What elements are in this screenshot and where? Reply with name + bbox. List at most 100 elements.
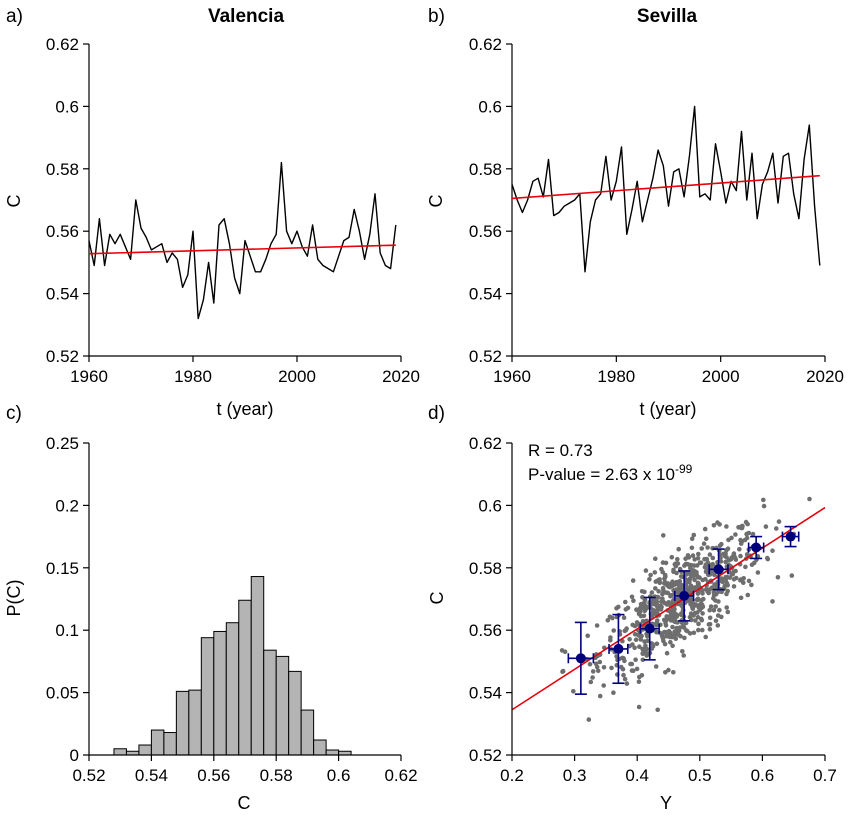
scatter-point — [586, 717, 592, 722]
scatter-point — [649, 590, 655, 595]
scatter-point — [738, 577, 744, 582]
scatter-point — [671, 569, 676, 574]
x-axis-label-c: C — [238, 793, 251, 813]
scatter-point — [654, 601, 660, 607]
scatter-point — [707, 552, 713, 557]
y-axis-label-d: C — [427, 592, 447, 605]
x-tick-label-a: 2000 — [278, 367, 316, 386]
scatter-point — [690, 605, 695, 610]
y-tick-label-b: 0.58 — [469, 160, 502, 179]
scatter-point — [660, 636, 666, 641]
scatter-point — [707, 615, 713, 621]
y-tick-label-a: 0.54 — [46, 285, 79, 304]
scatter-point — [609, 665, 614, 671]
scatter-point — [689, 545, 695, 551]
scatter-point — [711, 590, 717, 595]
scatter-point — [655, 618, 660, 623]
binned-mean-point — [751, 542, 762, 553]
scatter-point — [738, 541, 744, 546]
scatter-point — [761, 497, 766, 503]
scatter-point — [657, 577, 662, 582]
scatter-point — [765, 556, 771, 562]
scatter-point — [654, 641, 660, 647]
scatter-point — [698, 560, 704, 565]
scatter-point — [698, 616, 704, 622]
scatter-point — [663, 670, 668, 675]
histogram-bar — [238, 599, 252, 756]
scatter-point — [611, 628, 616, 633]
scatter-point — [624, 626, 629, 631]
scatter-point — [610, 615, 615, 621]
scatter-point — [700, 577, 705, 583]
scatter-point — [587, 661, 593, 667]
scatter-point — [696, 605, 702, 610]
scatter-point — [743, 519, 749, 525]
binned-mean-point — [644, 623, 655, 634]
scatter-point — [718, 559, 724, 564]
scatter-point — [698, 601, 703, 607]
histogram-bar — [300, 709, 315, 756]
scatter-point — [655, 594, 661, 600]
scatter-point — [725, 588, 730, 594]
scatter-point — [633, 637, 639, 642]
scatter-point — [666, 628, 672, 634]
scatter-point — [704, 556, 710, 562]
histogram-bar — [288, 670, 302, 756]
scatter-point — [716, 599, 721, 604]
scatter-point — [703, 587, 709, 592]
scatter-point — [687, 631, 693, 636]
scatter-point — [664, 614, 669, 619]
scatter-point — [724, 605, 729, 610]
scatter-point — [632, 623, 638, 629]
y-tick-label-c: 0.15 — [46, 559, 79, 578]
scatter-point — [639, 673, 645, 678]
scatter-point — [638, 637, 644, 642]
scatter-point — [659, 566, 664, 572]
scatter-point — [689, 536, 695, 541]
scatter-point — [749, 582, 754, 588]
scatter-point — [670, 643, 675, 649]
scatter-point — [717, 522, 722, 527]
scatter-point — [711, 523, 717, 528]
binned-mean-point — [785, 531, 796, 542]
annotation-p-value: P-value = 2.63 x 10-99 — [528, 462, 693, 484]
trend-line-a — [88, 244, 396, 255]
scatter-point — [670, 624, 675, 630]
scatter-point — [620, 655, 625, 661]
scatter-point — [660, 591, 665, 597]
scatter-point — [746, 578, 752, 584]
y-tick-label-b: 0.62 — [469, 35, 502, 54]
y-tick-label-b: 0.6 — [478, 97, 502, 116]
scatter-point — [719, 614, 724, 620]
scatter-point — [643, 568, 649, 573]
scatter-point — [653, 579, 659, 584]
scatter-point — [807, 496, 812, 502]
scatter-point — [770, 548, 775, 553]
scatter-point — [644, 653, 649, 658]
scatter-point — [664, 650, 670, 656]
y-tick-label-b: 0.54 — [469, 285, 502, 304]
y-tick-label-d: 0.56 — [469, 621, 502, 640]
scatter-point — [749, 562, 755, 567]
scatter-point — [662, 641, 668, 647]
scatter-point — [680, 649, 685, 654]
scatter-point — [640, 595, 645, 600]
scatter-point — [692, 577, 697, 583]
scatter-point — [638, 609, 643, 614]
scatter-point — [681, 623, 686, 629]
scatter-point — [725, 609, 731, 615]
x-tick-label-c: 0.6 — [327, 766, 351, 785]
scatter-point — [733, 575, 739, 581]
scatter-point — [745, 592, 751, 598]
scatter-point — [627, 637, 632, 642]
binned-mean-point — [613, 643, 624, 654]
scatter-point — [662, 581, 667, 586]
scatter-point — [731, 584, 737, 589]
histogram-bar — [213, 630, 227, 756]
scatter-point — [725, 546, 731, 551]
histogram-bar — [275, 655, 290, 756]
scatter-point — [634, 607, 639, 612]
scatter-point — [623, 607, 629, 612]
scatter-point — [642, 599, 647, 605]
